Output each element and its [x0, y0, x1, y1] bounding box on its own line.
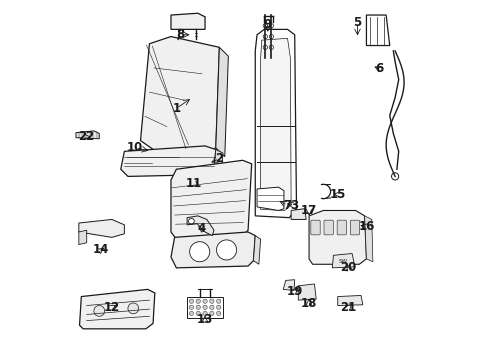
- Text: 4: 4: [197, 222, 205, 235]
- Circle shape: [269, 35, 273, 39]
- Circle shape: [189, 305, 193, 310]
- Text: 2: 2: [215, 152, 223, 165]
- Text: 7: 7: [283, 199, 291, 212]
- Text: 3: 3: [290, 199, 298, 212]
- Text: 10: 10: [127, 141, 143, 154]
- Circle shape: [189, 311, 193, 316]
- Text: 17: 17: [300, 204, 317, 217]
- Text: 15: 15: [329, 188, 345, 201]
- Text: 9: 9: [263, 18, 271, 31]
- Text: 1: 1: [172, 102, 180, 115]
- Polygon shape: [79, 220, 124, 237]
- Text: SW: SW: [338, 259, 347, 264]
- Polygon shape: [298, 284, 316, 300]
- Circle shape: [216, 240, 236, 260]
- Polygon shape: [121, 146, 215, 176]
- Circle shape: [263, 24, 267, 28]
- Polygon shape: [337, 296, 362, 306]
- Polygon shape: [187, 216, 214, 235]
- Circle shape: [209, 311, 214, 316]
- Circle shape: [196, 299, 200, 303]
- Polygon shape: [171, 13, 204, 30]
- Polygon shape: [332, 253, 354, 268]
- Polygon shape: [214, 149, 223, 173]
- Circle shape: [269, 45, 273, 49]
- Circle shape: [209, 299, 214, 303]
- Text: 16: 16: [358, 220, 374, 233]
- Circle shape: [203, 299, 207, 303]
- Polygon shape: [255, 30, 296, 218]
- Polygon shape: [253, 235, 260, 264]
- Polygon shape: [80, 289, 155, 329]
- Polygon shape: [283, 280, 294, 291]
- Polygon shape: [171, 232, 255, 268]
- Text: 12: 12: [103, 301, 120, 314]
- Text: 8: 8: [176, 28, 183, 41]
- Circle shape: [269, 24, 273, 28]
- Circle shape: [189, 299, 193, 303]
- Circle shape: [188, 219, 194, 224]
- Text: 6: 6: [374, 62, 382, 75]
- Text: 14: 14: [93, 243, 109, 256]
- Circle shape: [94, 306, 104, 316]
- Circle shape: [263, 35, 267, 39]
- Polygon shape: [290, 209, 305, 220]
- Circle shape: [209, 305, 214, 310]
- Text: 5: 5: [353, 16, 361, 29]
- Text: 20: 20: [340, 261, 356, 274]
- Text: 19: 19: [286, 285, 302, 298]
- Text: 22: 22: [79, 130, 95, 144]
- FancyBboxPatch shape: [336, 220, 346, 235]
- Circle shape: [196, 311, 200, 316]
- Text: 18: 18: [300, 297, 317, 310]
- Polygon shape: [364, 216, 372, 262]
- Polygon shape: [257, 187, 284, 211]
- Text: 11: 11: [186, 177, 202, 190]
- Text: 13: 13: [197, 313, 213, 327]
- Circle shape: [128, 303, 139, 314]
- Polygon shape: [79, 230, 86, 244]
- Polygon shape: [366, 15, 389, 45]
- Circle shape: [391, 173, 398, 180]
- Circle shape: [263, 45, 267, 49]
- Circle shape: [203, 305, 207, 310]
- Polygon shape: [308, 211, 366, 264]
- Circle shape: [203, 311, 207, 316]
- FancyBboxPatch shape: [349, 220, 359, 235]
- Text: 21: 21: [340, 301, 356, 314]
- Circle shape: [216, 305, 221, 310]
- FancyBboxPatch shape: [310, 220, 320, 235]
- Circle shape: [216, 299, 221, 303]
- Circle shape: [189, 242, 209, 262]
- Polygon shape: [187, 297, 223, 318]
- Polygon shape: [215, 47, 228, 157]
- Circle shape: [196, 305, 200, 310]
- FancyBboxPatch shape: [324, 220, 333, 235]
- Polygon shape: [171, 160, 251, 239]
- Polygon shape: [260, 39, 290, 211]
- Polygon shape: [76, 131, 99, 139]
- Circle shape: [216, 311, 221, 316]
- Polygon shape: [140, 37, 219, 155]
